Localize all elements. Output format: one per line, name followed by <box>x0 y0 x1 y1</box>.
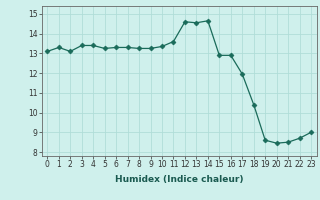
X-axis label: Humidex (Indice chaleur): Humidex (Indice chaleur) <box>115 175 244 184</box>
